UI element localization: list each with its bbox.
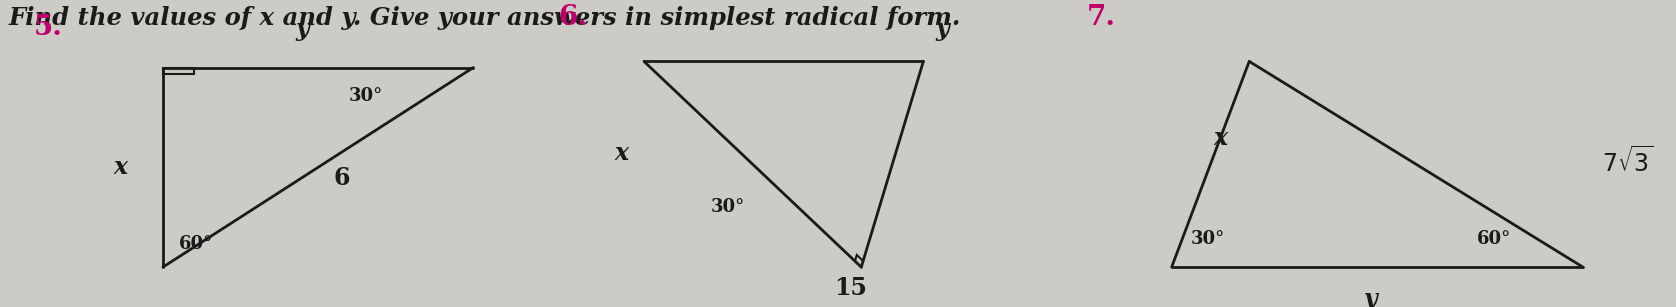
Text: 7.: 7. — [1086, 4, 1115, 31]
Text: 30°: 30° — [1190, 230, 1225, 248]
Text: 6.: 6. — [558, 4, 588, 31]
Text: 30°: 30° — [349, 87, 384, 105]
Text: y: y — [295, 17, 310, 41]
Text: 60°: 60° — [1477, 230, 1512, 248]
Text: $7\sqrt{3}$: $7\sqrt{3}$ — [1602, 146, 1653, 177]
Text: x: x — [112, 155, 127, 179]
Text: 6: 6 — [334, 166, 350, 190]
Text: 15: 15 — [835, 276, 866, 300]
Text: 5.: 5. — [34, 14, 64, 41]
Text: 30°: 30° — [711, 198, 746, 216]
Text: x: x — [1213, 126, 1227, 150]
Text: Find the values of x and y. Give your answers in simplest radical form.: Find the values of x and y. Give your an… — [8, 6, 960, 30]
Text: x: x — [615, 142, 628, 165]
Text: y: y — [1363, 287, 1378, 307]
Text: 60°: 60° — [178, 235, 213, 253]
Text: y: y — [935, 17, 950, 41]
